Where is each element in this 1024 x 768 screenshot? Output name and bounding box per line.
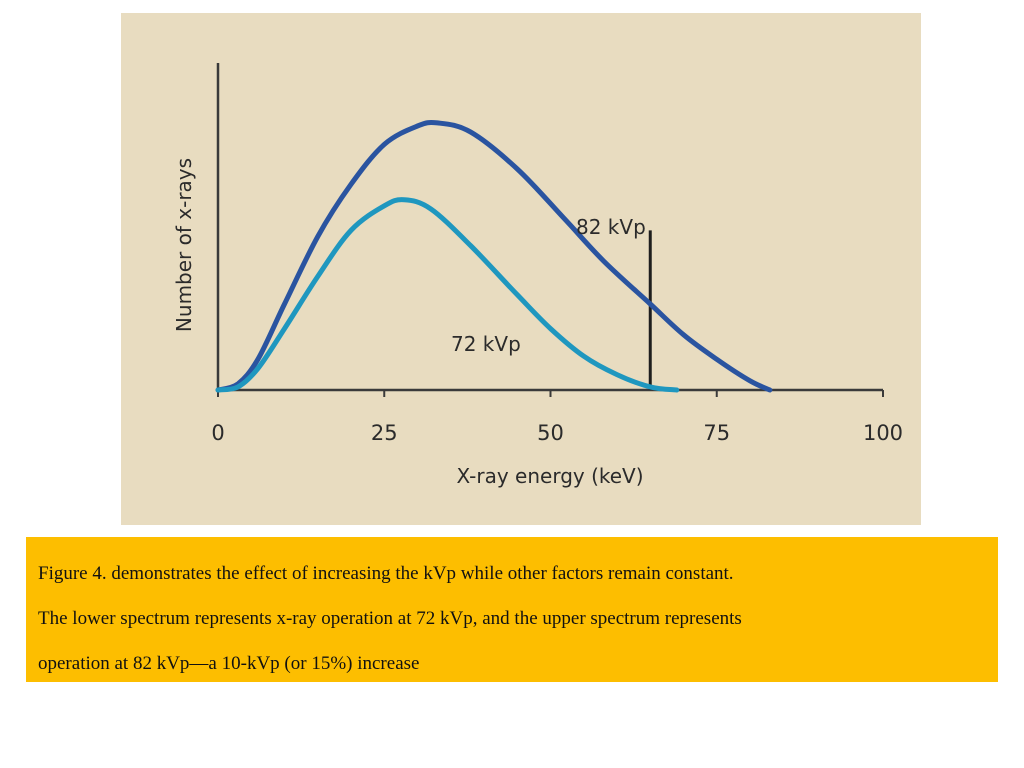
caption-box: Figure 4. demonstrates the effect of inc… — [26, 537, 998, 682]
x-tick-label: 50 — [537, 421, 564, 445]
caption-line-2: The lower spectrum represents x-ray oper… — [38, 608, 742, 629]
chart-svg: 0 25 50 75 100 82 kVp 72 kVp X-ray energy (keV… — [121, 13, 921, 525]
series-label-72-kvp: 72 kVp — [451, 332, 521, 356]
x-tick-label: 100 — [863, 421, 903, 445]
x-tick-label: 75 — [703, 421, 730, 445]
series-curve-82-kvp — [215, 119, 773, 393]
chart-background — [121, 13, 921, 525]
caption-line-3: operation at 82 kVp—a 10-kVp (or 15%) in… — [38, 653, 420, 674]
chart-figure: 0 25 50 75 100 82 kVp 72 kVp X-ray energy (keV… — [121, 13, 921, 525]
x-tick-label: 0 — [211, 421, 224, 445]
series-label-82-kvp: 82 kVp — [576, 215, 646, 239]
x-axis-title: X-ray energy (keV) — [456, 464, 643, 488]
caption-line-1: Figure 4. demonstrates the effect of inc… — [38, 563, 734, 584]
series-curve-72-kvp — [215, 197, 680, 393]
x-tick-label: 25 — [371, 421, 398, 445]
y-axis-title: Number of x-rays — [172, 158, 196, 332]
